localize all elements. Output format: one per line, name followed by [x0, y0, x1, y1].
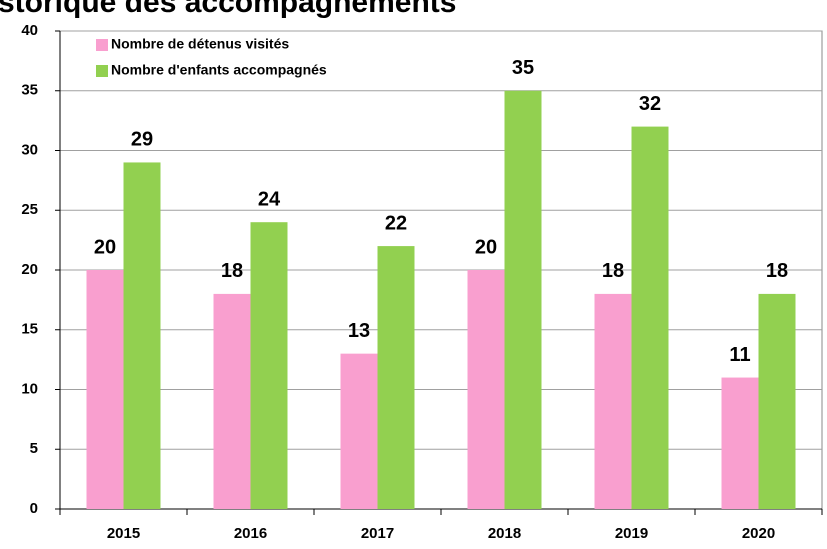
chart-title: storique des accompagnements [0, 0, 456, 19]
legend-swatch [96, 65, 108, 77]
x-tick-label: 2019 [615, 525, 648, 542]
bar [377, 246, 415, 509]
bar [250, 222, 288, 509]
value-label: 11 [729, 344, 750, 366]
y-tick-label: 30 [21, 141, 38, 158]
bar [504, 90, 542, 509]
x-tick-label: 2016 [234, 525, 267, 542]
x-tick-label: 2015 [107, 525, 140, 542]
bar [631, 126, 669, 509]
y-tick-label: 40 [21, 22, 38, 39]
value-label: 24 [258, 188, 281, 210]
x-tick-label: 2018 [488, 525, 521, 542]
x-tick-label: 2017 [361, 525, 394, 542]
y-tick-label: 10 [21, 380, 38, 397]
bar [213, 293, 251, 509]
value-label: 22 [385, 212, 407, 234]
x-tick-label: 2020 [742, 525, 775, 542]
legend-swatch [96, 39, 108, 51]
bar [123, 162, 161, 509]
bar [721, 377, 759, 509]
bar [467, 270, 505, 509]
y-tick-label: 5 [30, 440, 38, 457]
value-label: 18 [766, 260, 788, 282]
value-label: 35 [512, 57, 534, 79]
bar [340, 353, 378, 509]
y-tick-label: 15 [21, 321, 38, 338]
value-label: 18 [602, 260, 624, 282]
value-label: 32 [639, 93, 661, 115]
value-label: 29 [131, 129, 153, 151]
y-tick-label: 35 [21, 82, 38, 99]
value-label: 20 [475, 236, 497, 258]
bar [594, 293, 632, 509]
y-tick-label: 0 [30, 500, 38, 517]
bar [758, 293, 796, 509]
value-label: 20 [94, 236, 116, 258]
value-label: 18 [221, 260, 243, 282]
value-label: 13 [348, 320, 370, 342]
legend-label: Nombre de détenus visités [111, 36, 289, 52]
y-tick-label: 25 [21, 201, 38, 218]
y-tick-label: 20 [21, 261, 38, 278]
legend-label: Nombre d'enfants accompagnés [111, 62, 327, 78]
bar [86, 270, 124, 509]
